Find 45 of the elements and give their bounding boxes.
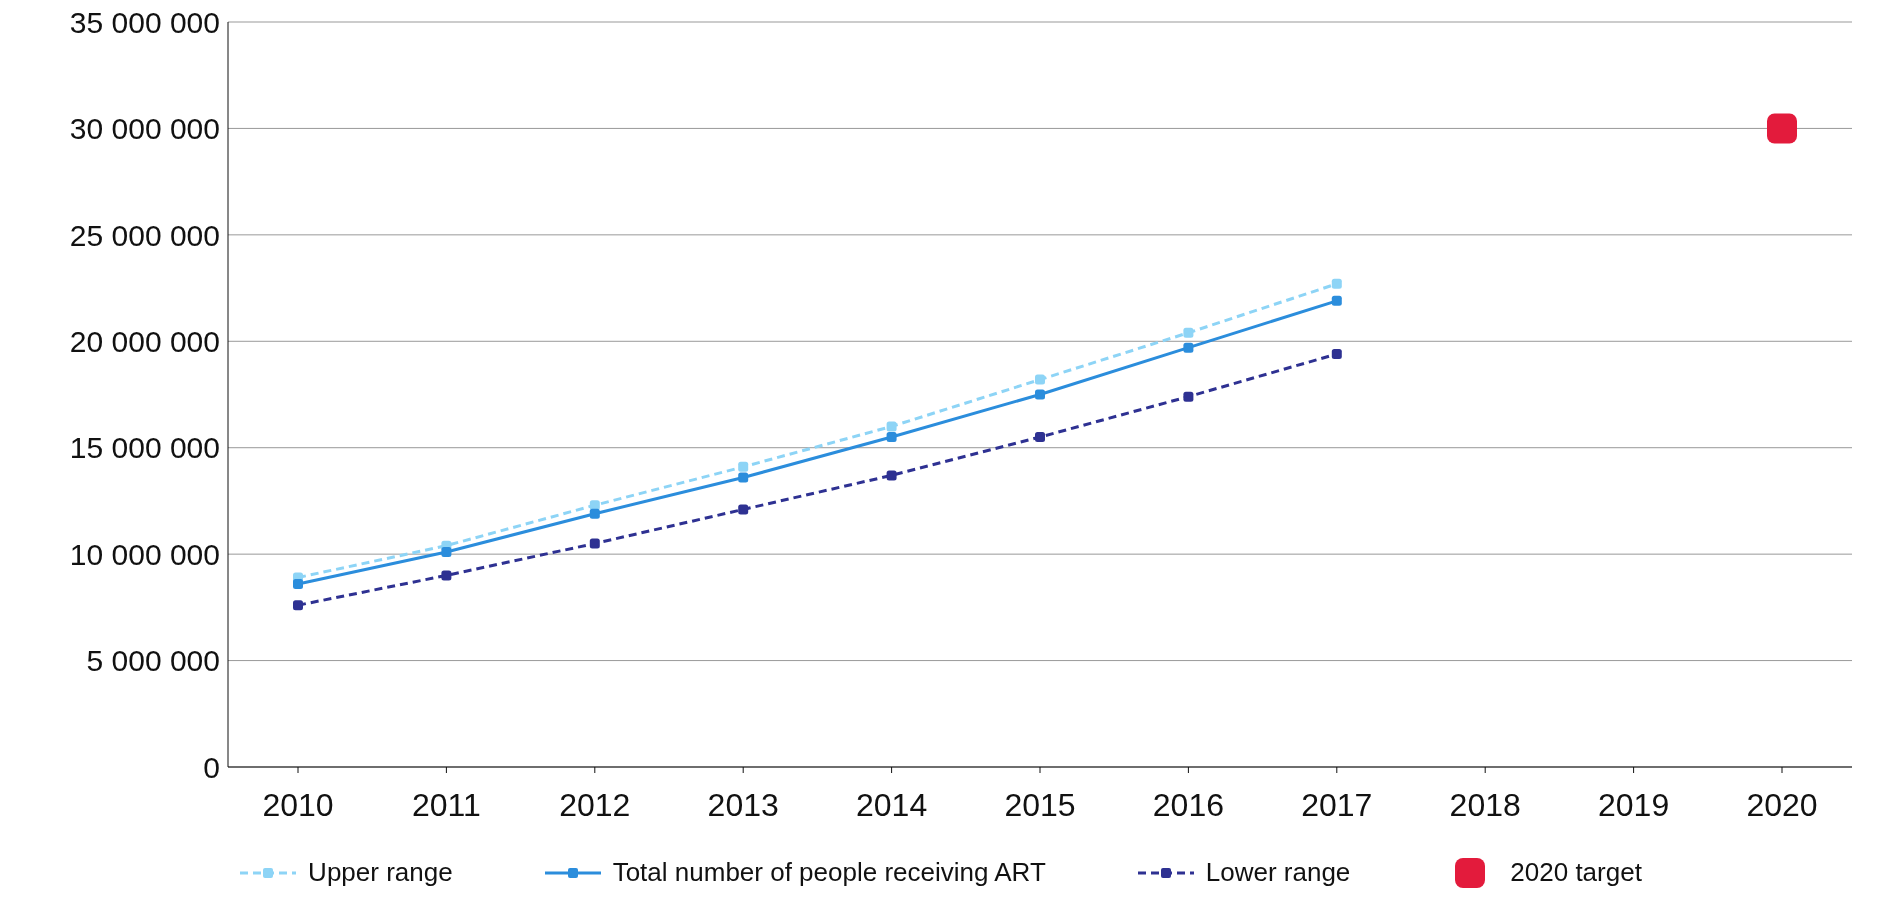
point bbox=[1183, 327, 1194, 338]
point bbox=[441, 570, 452, 581]
y-tick-label: 10 000 000 bbox=[69, 537, 220, 571]
point bbox=[1035, 374, 1045, 385]
x-tick-label: 2012 bbox=[559, 786, 631, 823]
point bbox=[886, 432, 897, 443]
legend-label: 2020 target bbox=[1510, 857, 1642, 888]
point bbox=[1331, 278, 1342, 289]
point bbox=[589, 508, 600, 519]
x-tick-label: 2015 bbox=[1004, 786, 1076, 823]
point bbox=[886, 470, 897, 481]
y-tick-label: 25 000 000 bbox=[69, 218, 220, 252]
point bbox=[738, 461, 749, 472]
y-tick-label: 35 000 000 bbox=[69, 5, 220, 39]
point bbox=[738, 472, 749, 483]
x-tick-label: 2017 bbox=[1301, 786, 1373, 823]
y-tick-label: 0 bbox=[203, 750, 220, 784]
point bbox=[1331, 349, 1342, 360]
y-tick-label: 15 000 000 bbox=[69, 431, 220, 465]
point bbox=[738, 504, 749, 515]
point bbox=[1035, 389, 1045, 400]
y-tick-label: 5 000 000 bbox=[86, 644, 220, 678]
point bbox=[886, 421, 897, 432]
point bbox=[1183, 342, 1194, 353]
point bbox=[293, 578, 303, 589]
x-tick-label: 2011 bbox=[411, 786, 481, 823]
x-tick-label: 2014 bbox=[856, 786, 928, 823]
legend-label: Lower range bbox=[1205, 857, 1351, 888]
x-tick-label: 2019 bbox=[1598, 786, 1670, 823]
x-tick-label: 2018 bbox=[1449, 786, 1521, 823]
x-tick-label: 2020 bbox=[1746, 786, 1818, 823]
point bbox=[293, 600, 303, 611]
x-tick-label: 2010 bbox=[262, 786, 334, 823]
point bbox=[1035, 432, 1045, 443]
x-tick-label: 2013 bbox=[707, 786, 779, 823]
y-tick-label: 20 000 000 bbox=[69, 324, 220, 358]
legend-label: Upper range bbox=[308, 857, 453, 888]
point bbox=[1331, 295, 1342, 306]
point bbox=[1767, 113, 1797, 144]
x-tick-label: 2016 bbox=[1152, 786, 1224, 823]
point bbox=[441, 547, 452, 558]
point bbox=[1183, 391, 1194, 402]
point bbox=[589, 538, 600, 549]
legend-label: Total number of people receiving ART bbox=[612, 857, 1046, 888]
y-tick-label: 30 000 000 bbox=[69, 112, 220, 146]
